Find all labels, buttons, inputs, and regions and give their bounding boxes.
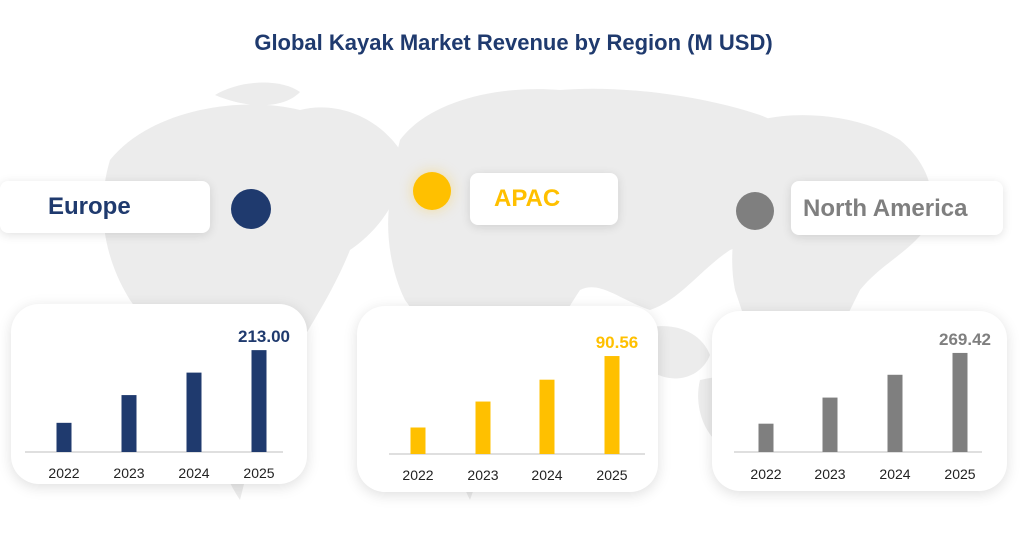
apac-tick-label-2025: 2025 [596, 467, 627, 483]
north-america-bar-2022 [758, 423, 774, 452]
north-america-label-card [791, 181, 1003, 235]
north-america-bar-2024 [887, 374, 903, 452]
apac-label: APAC [494, 185, 561, 212]
apac-bar-2025 [604, 356, 620, 454]
europe-tick-label-2025: 2025 [243, 465, 274, 481]
apac-tick-label-2022: 2022 [402, 467, 433, 483]
north-america-bar-2023 [822, 397, 838, 452]
north-america-label: North America [803, 195, 968, 222]
apac-tick-label-2024: 2024 [531, 467, 562, 483]
apac-bar-2023 [475, 401, 491, 454]
europe-label-card [0, 181, 210, 233]
apac-chart-card: 2022 2023 2024 2025 90.56 [357, 306, 658, 492]
apac-bar-chart: 2022 2023 2024 2025 90.56 [389, 333, 645, 483]
north-america-tick-label-2025: 2025 [944, 466, 975, 482]
europe-bar-2022 [56, 422, 72, 452]
chart-title: Global Kayak Market Revenue by Region (M… [254, 30, 773, 55]
north-america-chart-card: 2022 2023 2024 2025 269.42 [712, 311, 1007, 491]
north-america-tick-label-2024: 2024 [879, 466, 910, 482]
north-america-tick-label-2022: 2022 [750, 466, 781, 482]
europe-bar-chart: 2022 2023 2024 2025 213.00 [25, 327, 290, 481]
north-america-marker-dot [736, 192, 774, 230]
apac-bar-2022 [410, 427, 426, 454]
europe-tick-label-2023: 2023 [113, 465, 144, 481]
europe-tick-label-2024: 2024 [178, 465, 209, 481]
europe-value-label-2025: 213.00 [238, 327, 290, 346]
apac-label-card [470, 173, 618, 225]
europe-bar-2025 [251, 350, 267, 452]
apac-marker-dot [413, 172, 451, 210]
europe-chart-card: 2022 2023 2024 2025 213.00 [11, 304, 307, 484]
north-america-bar-chart: 2022 2023 2024 2025 269.42 [734, 330, 991, 482]
north-america-value-label-2025: 269.42 [939, 330, 991, 349]
north-america-tick-label-2023: 2023 [814, 466, 845, 482]
north-america-bar-2025 [952, 352, 968, 452]
europe-marker-dot [231, 189, 271, 229]
europe-bar-2024 [186, 372, 202, 452]
apac-tick-label-2023: 2023 [467, 467, 498, 483]
europe-label: Europe [48, 193, 131, 220]
europe-bar-2023 [121, 395, 137, 452]
apac-bar-2024 [539, 379, 555, 454]
apac-value-label-2025: 90.56 [596, 333, 639, 352]
europe-tick-label-2022: 2022 [48, 465, 79, 481]
